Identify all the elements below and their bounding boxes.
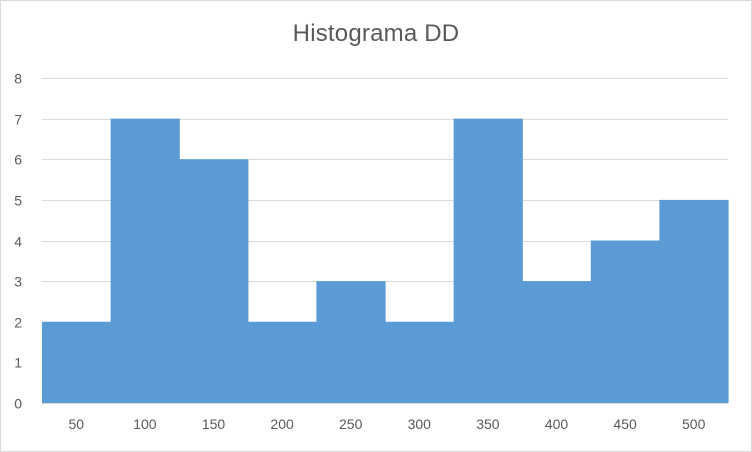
y-tick-label: 2 [14, 315, 22, 331]
bar-200 [247, 321, 317, 403]
y-tick-label: 0 [14, 396, 22, 412]
y-tick-label: 3 [14, 274, 22, 290]
bar-250 [316, 281, 386, 403]
x-tick-label: 100 [133, 416, 157, 432]
bar-50 [42, 321, 112, 403]
bar-100 [110, 118, 180, 403]
x-tick-label: 450 [613, 416, 637, 432]
x-tick-label: 250 [339, 416, 363, 432]
y-tick-label: 7 [14, 112, 22, 128]
bar-300 [385, 321, 455, 403]
bar-450 [590, 240, 660, 403]
x-axis-ticks: 50 100 150 200 250 300 350 400 450 500 [69, 416, 706, 432]
y-tick-label: 5 [14, 193, 22, 209]
y-tick-label: 4 [14, 234, 22, 250]
y-axis-ticks: 0 1 2 3 4 5 6 7 8 [14, 71, 22, 412]
bars [42, 118, 729, 403]
x-tick-label: 200 [270, 416, 294, 432]
x-tick-label: 150 [202, 416, 226, 432]
y-tick-label: 8 [14, 71, 22, 87]
x-tick-label: 400 [545, 416, 569, 432]
x-tick-label: 300 [408, 416, 432, 432]
bar-500 [659, 199, 729, 403]
y-tick-label: 6 [14, 152, 22, 168]
bar-150 [179, 159, 249, 403]
chart-title: Histograma DD [292, 20, 460, 47]
bar-400 [522, 281, 592, 403]
x-tick-label: 350 [476, 416, 500, 432]
bar-350 [453, 118, 523, 403]
x-tick-label: 50 [69, 416, 85, 432]
x-tick-label: 500 [682, 416, 706, 432]
y-tick-label: 1 [14, 355, 22, 371]
